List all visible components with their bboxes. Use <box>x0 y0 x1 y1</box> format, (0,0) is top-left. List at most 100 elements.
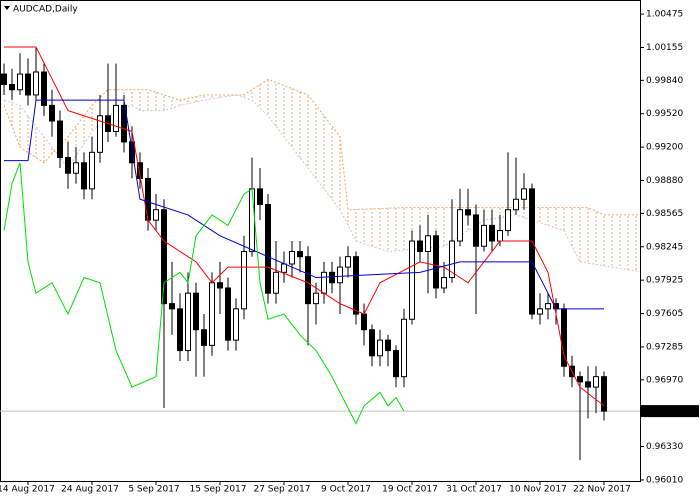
candle-body <box>377 339 383 357</box>
axes: 1.00475 1.00155 0.99840 0.99520 0.99200 0.988… <box>0 10 699 495</box>
candle-body <box>169 303 175 310</box>
candle-body <box>25 73 31 96</box>
x-tick-label: 14 Aug 2017 <box>0 485 55 495</box>
candle-body <box>49 104 55 122</box>
chart-title: AUDCAD,Daily <box>13 5 78 15</box>
candle-body <box>353 256 359 315</box>
last-price-label: 0.96670 <box>646 407 683 417</box>
candle-body <box>529 188 535 315</box>
candle-body <box>369 329 375 357</box>
candle-body <box>337 266 343 284</box>
candle-body <box>313 292 319 305</box>
candle-body <box>425 235 431 252</box>
cloud-fill <box>4 79 640 272</box>
candle-body <box>593 376 599 388</box>
candle-body <box>193 292 199 331</box>
y-tick-label: 0.97285 <box>646 342 683 352</box>
candle-body <box>121 104 127 143</box>
candle-body <box>153 209 159 221</box>
candle-body <box>577 376 583 383</box>
x-tick-label: 22 Nov 2017 <box>573 485 631 495</box>
candle-body <box>401 318 407 378</box>
candle-body <box>233 308 239 341</box>
x-tick-label: 15 Sep 2017 <box>189 485 246 495</box>
x-tick-label: 24 Aug 2017 <box>61 485 119 495</box>
indicator-line <box>4 46 605 407</box>
candle-body <box>265 204 271 294</box>
candle-body <box>433 235 439 289</box>
candle-body <box>441 277 447 289</box>
candle-body <box>329 271 335 284</box>
cloud-span <box>3 78 640 216</box>
candle-body <box>17 73 23 91</box>
x-tick-label: 9 Oct 2017 <box>321 485 371 495</box>
candle-body <box>465 209 471 216</box>
y-tick-label: 0.99840 <box>646 76 683 86</box>
y-tick-label: 0.99520 <box>646 109 683 119</box>
x-tick-label: 19 Oct 2017 <box>382 485 438 495</box>
candle-body <box>409 240 415 320</box>
y-tick-label: 1.00155 <box>646 43 683 53</box>
candle-body <box>57 120 63 159</box>
candle-body <box>361 313 367 331</box>
y-tick-label: 0.98880 <box>646 176 683 186</box>
candle-body <box>305 256 311 305</box>
candle-body <box>561 308 567 367</box>
candle-body <box>113 104 119 132</box>
candle-body <box>289 250 295 265</box>
candle-body <box>1 73 7 86</box>
candle-body <box>33 71 39 96</box>
x-tick-label: 27 Sep 2017 <box>253 485 310 495</box>
y-tick-label: 1.00475 <box>646 10 683 20</box>
candle-body <box>449 240 455 279</box>
candle-body <box>41 71 47 106</box>
candle-body <box>241 250 247 310</box>
candle-body <box>81 162 87 190</box>
candle-body <box>345 256 351 268</box>
candle-body <box>201 329 207 346</box>
candle-body <box>497 230 503 242</box>
x-tick-label: 31 Oct 2017 <box>446 485 502 495</box>
y-tick-label: 0.96330 <box>646 442 683 452</box>
last-price-box <box>641 405 699 418</box>
plot-area <box>0 46 640 461</box>
candle-body <box>97 115 103 153</box>
candle-body <box>321 271 327 294</box>
x-tick-label: 5 Sep 2017 <box>128 485 179 495</box>
candle-body <box>481 224 487 247</box>
candle-body <box>273 271 279 294</box>
y-tick-label: 0.96010 <box>646 475 683 485</box>
candle-body <box>393 350 399 378</box>
indicator-line <box>4 99 604 310</box>
candle-body <box>9 84 15 91</box>
candle-body <box>513 198 519 211</box>
candle-body <box>257 188 263 206</box>
candle-body <box>177 308 183 352</box>
candle-body <box>457 209 463 242</box>
candle-body <box>225 287 231 341</box>
candle-body <box>585 381 591 388</box>
menu-arrow <box>4 6 10 10</box>
x-tick-label: 10 Nov 2017 <box>509 485 567 495</box>
candle-body <box>65 157 71 174</box>
candle-body <box>209 282 215 346</box>
candle-body <box>281 263 287 273</box>
candle-body <box>73 162 79 174</box>
candle-body <box>89 151 95 190</box>
candle-body <box>417 240 423 252</box>
candle-body <box>185 292 191 352</box>
y-tick-label: 0.96970 <box>646 375 683 385</box>
candle-body <box>145 177 151 221</box>
y-tick-label: 0.97925 <box>646 276 683 286</box>
y-tick-label: 0.99200 <box>646 143 683 153</box>
candle-body <box>601 376 607 412</box>
candle-body <box>297 250 303 258</box>
candle-body <box>249 188 255 252</box>
plot-frame <box>0 0 641 482</box>
candle-body <box>385 339 391 352</box>
candle-body <box>489 224 495 242</box>
candle-body <box>161 209 167 305</box>
candle-body <box>473 214 479 247</box>
candle-body <box>545 303 551 310</box>
